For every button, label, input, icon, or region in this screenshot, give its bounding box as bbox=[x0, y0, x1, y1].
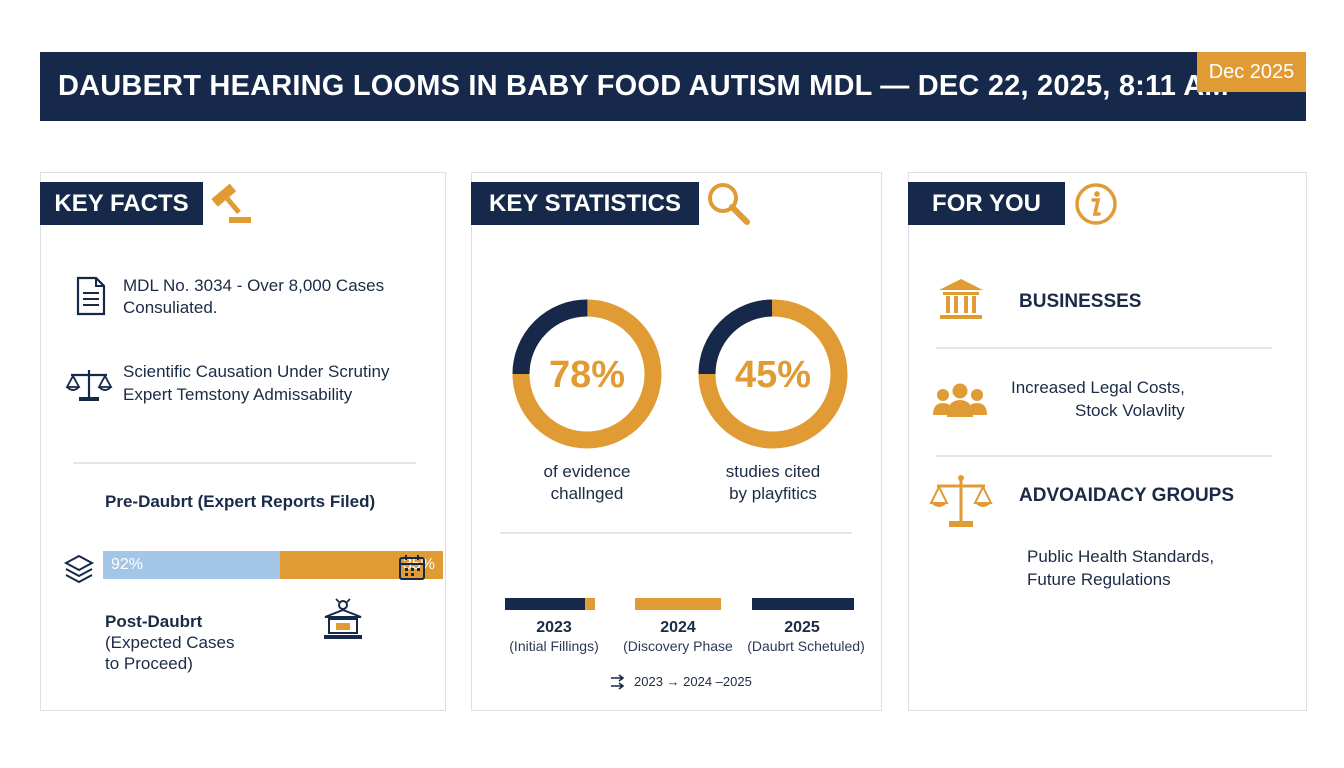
post-daubert-label-line3: to Proceed) bbox=[105, 654, 193, 673]
fact-causation-line1: Scientific Causation Under Scrutiny bbox=[123, 362, 390, 381]
businesses-heading: BUSINESSES bbox=[1019, 291, 1142, 312]
arrow-icon bbox=[611, 674, 625, 690]
timeline-bar-2023 bbox=[505, 598, 585, 610]
timeline-sub-2023: (Initial Fillings) bbox=[509, 638, 599, 654]
key-statistics-heading: KEY STATISTICS bbox=[471, 182, 699, 225]
info-icon bbox=[1075, 183, 1117, 225]
advocacy-groups-heading: ADVOAIDACY GROUPS bbox=[1019, 485, 1235, 506]
timeline-year-2025: 2025 bbox=[784, 619, 820, 636]
timeline-sub-2025: (Daubrt Schetuled) bbox=[747, 638, 865, 654]
evidence-percent: 78% bbox=[548, 354, 626, 396]
key-facts-heading: KEY FACTS bbox=[40, 182, 203, 225]
group-impact-line2: Future Regulations bbox=[1027, 570, 1171, 589]
scales-of-justice-icon bbox=[929, 475, 993, 527]
evidence-ring bbox=[512, 299, 662, 449]
layers-icon bbox=[63, 554, 95, 584]
bank-icon bbox=[939, 279, 983, 319]
timeline-caption: 2023 → 2024 –2025 bbox=[634, 674, 752, 689]
post-daubert-label-line2: (Expected Cases bbox=[105, 633, 235, 652]
page-title: DAUBERT HEARING LOOMS IN BABY FOOD AUTIS… bbox=[58, 70, 1229, 102]
timeline-bar-2024 bbox=[635, 598, 721, 610]
date-badge: Dec 2025 bbox=[1197, 52, 1306, 92]
document-icon bbox=[76, 276, 106, 316]
pre-daubert-value: 92% bbox=[111, 556, 144, 573]
divider bbox=[73, 462, 416, 464]
divider bbox=[936, 347, 1272, 349]
group-impact-line1: Public Health Standards, bbox=[1027, 547, 1215, 566]
fact-cases-line1: MDL No. 3034 - Over 8,000 Cases bbox=[123, 276, 385, 295]
fact-causation-line2: Expert Temstony Admissability bbox=[123, 385, 353, 404]
scales-icon bbox=[65, 370, 113, 401]
fact-cases-line2: Consuliated. bbox=[123, 298, 218, 317]
post-daubert-label-line1: Post-Daubrt bbox=[105, 612, 203, 631]
timeline-bar-2023-accent bbox=[585, 598, 595, 610]
key-statistics-panel: KEY STATISTICS 78% of evidence challnged… bbox=[471, 172, 882, 711]
for-you-panel: FOR YOU BUSINESSES Increased Legal Costs… bbox=[908, 172, 1307, 711]
business-impact-line2: Stock Volavlity bbox=[1075, 401, 1185, 420]
pre-daubert-bar: 92% bbox=[103, 551, 280, 579]
studies-ring bbox=[698, 299, 848, 449]
for-you-heading: FOR YOU bbox=[908, 182, 1065, 225]
people-icon bbox=[933, 383, 987, 417]
timeline-sub-2024: (Discovery Phase bbox=[623, 638, 733, 654]
courthouse-icon bbox=[324, 598, 362, 639]
evidence-caption-line2: challnged bbox=[550, 484, 624, 503]
divider bbox=[500, 532, 852, 534]
timeline-year-2023: 2023 bbox=[536, 619, 572, 636]
divider bbox=[936, 455, 1272, 457]
gavel-icon bbox=[211, 183, 251, 223]
calendar-icon bbox=[399, 555, 425, 580]
search-icon bbox=[708, 183, 750, 225]
timeline-year-2024: 2024 bbox=[660, 619, 696, 636]
business-impact-line1: Increased Legal Costs, bbox=[1011, 378, 1185, 397]
header-banner: DAUBERT HEARING LOOMS IN BABY FOOD AUTIS… bbox=[40, 52, 1306, 121]
studies-caption-line2: by playfitics bbox=[729, 484, 817, 503]
timeline-bar-2025 bbox=[752, 598, 854, 610]
studies-percent: 45% bbox=[734, 354, 812, 396]
key-facts-panel: KEY FACTS MDL No. 3034 - Over 8,000 Case… bbox=[40, 172, 446, 711]
studies-caption-line1: studies cited bbox=[725, 462, 821, 481]
pre-daubert-label: Pre-Daubrt (Expert Reports Filed) bbox=[105, 492, 376, 511]
evidence-caption-line1: of evidence bbox=[543, 462, 631, 481]
